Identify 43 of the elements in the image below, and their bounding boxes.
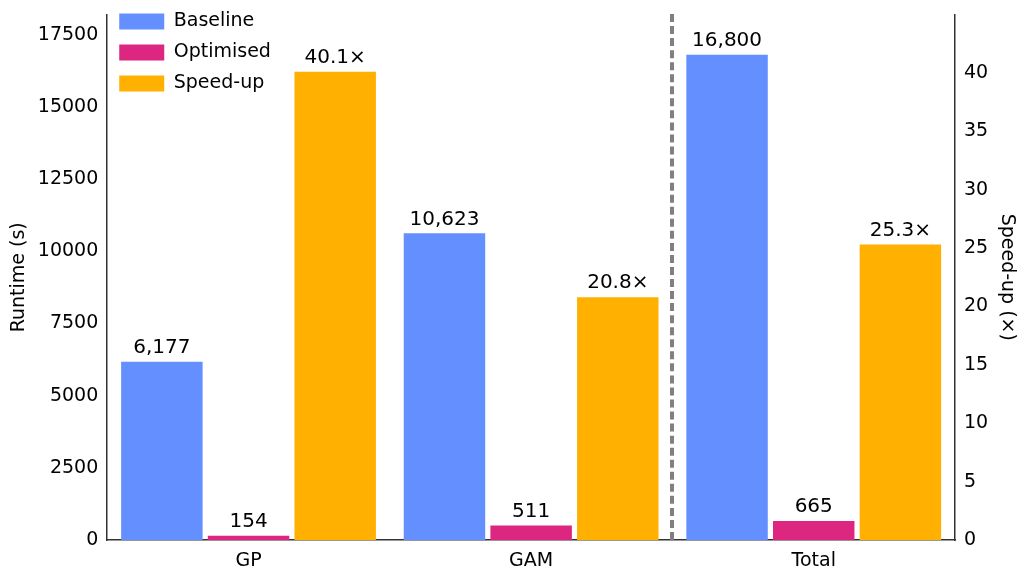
legend-label: Optimised: [173, 39, 271, 62]
y2-tick-label: 25: [964, 235, 989, 258]
data-label: 10,623: [409, 205, 480, 230]
y2-axis-title: Speed-up (×): [997, 213, 1020, 341]
data-label: 16,800: [692, 27, 763, 52]
data-label: 665: [794, 493, 833, 518]
y-tick-label: 7500: [49, 310, 99, 333]
y2-tick-label: 20: [964, 293, 989, 316]
y2-tick-label: 0: [964, 527, 977, 550]
legend-label: Baseline: [173, 8, 255, 31]
x-tick-label: GAM: [509, 547, 554, 570]
y2-tick-label: 35: [964, 118, 989, 141]
y2-tick-label: 10: [964, 410, 989, 433]
y2-tick-label: 40: [964, 59, 989, 82]
data-label: 20.8×: [587, 269, 649, 294]
bar: [490, 525, 572, 541]
bar: [859, 244, 942, 541]
data-label: 154: [229, 507, 268, 532]
y2-tick-label: 5: [964, 468, 977, 491]
y-tick-label: 0: [86, 527, 99, 550]
bar: [294, 71, 376, 541]
y2-tick-label: 30: [964, 176, 989, 199]
bar: [773, 520, 855, 541]
legend-label: Speed-up: [173, 70, 265, 93]
bar: [686, 54, 768, 541]
data-label: 6,177: [133, 333, 191, 358]
data-label: 40.1×: [304, 43, 366, 68]
y2-tick-label: 15: [964, 351, 989, 374]
y-tick-label: 15000: [37, 93, 99, 116]
bar: [577, 297, 659, 541]
bar: [121, 361, 203, 541]
y-axis-title: Runtime (s): [6, 222, 29, 333]
y-tick-label: 12500: [37, 166, 99, 189]
y-tick-label: 5000: [49, 382, 99, 405]
y-tick-label: 10000: [37, 238, 99, 261]
x-tick-label: GP: [235, 547, 262, 570]
data-label: 25.3×: [869, 216, 932, 241]
y-tick-label: 2500: [49, 454, 99, 477]
x-tick-label: Total: [790, 547, 836, 570]
bar: [403, 233, 486, 541]
bar: [207, 535, 290, 541]
y-tick-label: 17500: [37, 21, 99, 44]
data-label: 511: [512, 497, 551, 522]
